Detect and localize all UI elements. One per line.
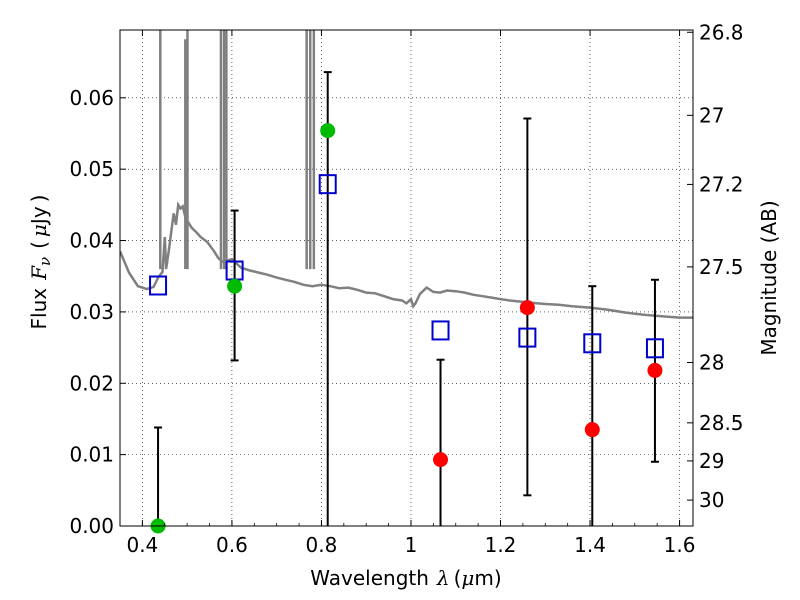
y2-tick-label: 28 bbox=[699, 351, 724, 375]
model-spectrum bbox=[120, 30, 693, 319]
y-tick-label: 0.05 bbox=[69, 157, 114, 181]
x-tick-label: 1.4 bbox=[574, 533, 606, 557]
plot-frame bbox=[119, 29, 694, 527]
x-tick-label: 0.4 bbox=[126, 533, 158, 557]
detection-marker bbox=[320, 123, 336, 139]
synthetic-square-marker bbox=[583, 333, 602, 354]
y2-tick-label: 27.2 bbox=[699, 172, 744, 196]
x-axis-label: Wavelength λ (μm) bbox=[310, 566, 501, 590]
y2-tick-label: 30 bbox=[699, 488, 724, 512]
y-axis-label: FluxFν(μJy) bbox=[27, 195, 54, 330]
model-continuum-line bbox=[120, 201, 693, 319]
synthetic-photometry-markers bbox=[149, 174, 664, 359]
y-tick-label: 0.00 bbox=[69, 514, 114, 538]
synthetic-square-marker bbox=[431, 320, 450, 341]
upper-limit-marker bbox=[519, 300, 535, 316]
y-tick-label: 0.06 bbox=[69, 86, 114, 110]
y2-tick-label: 26.8 bbox=[699, 20, 744, 44]
x-tick-label: 1.6 bbox=[664, 533, 696, 557]
upper-limit-marker bbox=[433, 452, 449, 468]
x-tick-label: 1.2 bbox=[485, 533, 517, 557]
y-tick-label: 0.04 bbox=[69, 229, 114, 253]
y-tick-label: 0.03 bbox=[69, 300, 114, 324]
y2-tick-label: 27 bbox=[699, 103, 724, 127]
x-tick-label: 0.6 bbox=[216, 533, 248, 557]
axis-ticks: 0.4 0.6 0.8 1 1.2 1.4 1.6 0.00 0.01 0.02 0.03 0.04 0… bbox=[69, 20, 743, 557]
y2-axis-label: Magnitude (AB) bbox=[757, 200, 781, 355]
synthetic-square-marker bbox=[318, 174, 337, 195]
y-tick-label: 0.02 bbox=[69, 371, 114, 395]
y2-tick-label: 29 bbox=[699, 449, 724, 473]
synthetic-square-marker bbox=[518, 327, 537, 348]
synthetic-square-marker bbox=[645, 338, 664, 359]
x-tick-label: 1 bbox=[405, 533, 418, 557]
detection-marker bbox=[227, 278, 243, 294]
synthetic-square-marker bbox=[149, 275, 168, 296]
upper-limit-marker bbox=[584, 422, 600, 438]
grid-lines bbox=[120, 30, 693, 527]
y2-tick-label: 28.5 bbox=[699, 411, 744, 435]
upper-limit-marker bbox=[647, 362, 663, 378]
y-tick-label: 0.01 bbox=[69, 443, 114, 467]
x-tick-label: 0.8 bbox=[306, 533, 338, 557]
plot-area bbox=[120, 30, 693, 526]
y2-tick-label: 27.5 bbox=[699, 255, 744, 279]
